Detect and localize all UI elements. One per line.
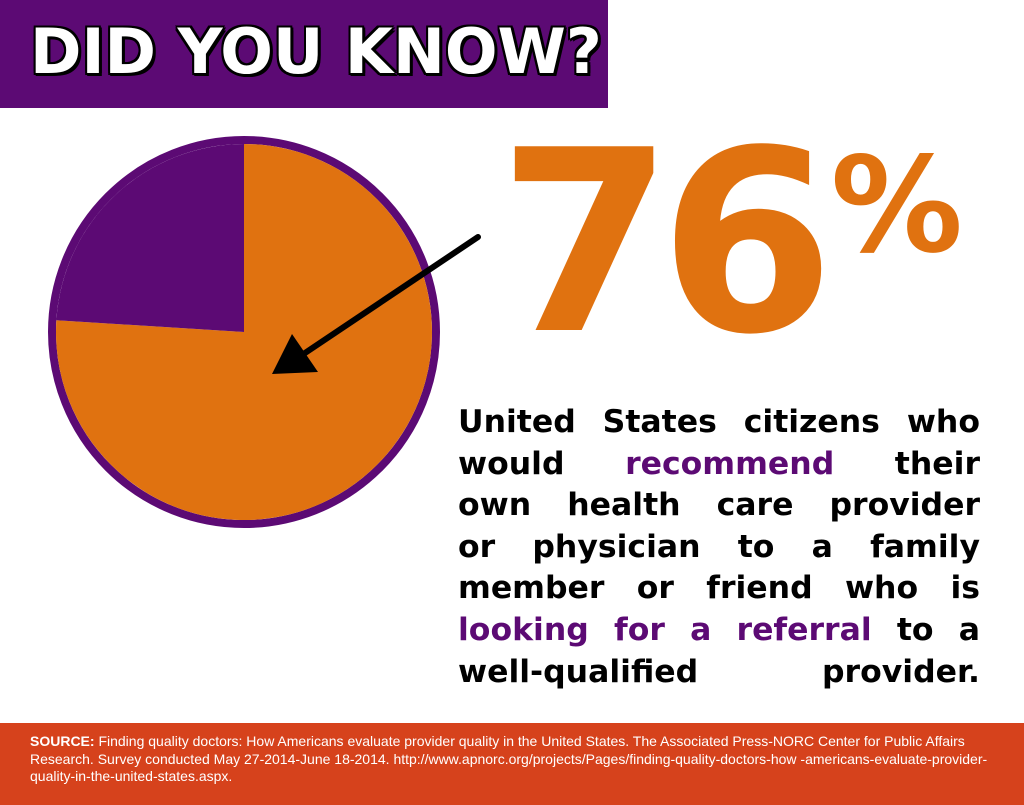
stat-value: 76 <box>498 97 835 390</box>
pie-slice-0 <box>55 144 433 520</box>
desc-line-2-post: their <box>834 445 980 482</box>
pie-outline <box>48 136 440 528</box>
header-banner <box>0 0 608 108</box>
desc-line-6-post: to a <box>871 611 980 648</box>
desc-line-4: or physician to a family <box>458 528 980 565</box>
pie-slices <box>55 144 433 520</box>
source-citation: SOURCE: Finding quality doctors: How Ame… <box>30 733 996 786</box>
source-label: SOURCE: <box>30 733 95 749</box>
desc-highlight-referral: looking for a referral <box>458 611 872 648</box>
pie-slice-1 <box>56 144 245 332</box>
stat-description: United States citizens who would recomme… <box>458 402 980 693</box>
arrow-head <box>272 334 318 374</box>
desc-highlight-recommend: recommend <box>625 445 835 482</box>
header-title: DID YOU KNOW? <box>30 15 602 88</box>
source-text: Finding quality doctors: How Americans e… <box>30 733 988 784</box>
desc-line-7: well-qualified provider. <box>458 653 980 690</box>
stat-unit: % <box>830 129 963 283</box>
desc-line-2: would recommend their <box>458 444 980 486</box>
desc-line-1: United States citizens who <box>458 404 980 440</box>
arrow-line <box>302 234 481 356</box>
big-stat: 76% <box>498 118 963 370</box>
desc-line-2-pre: would <box>458 445 626 482</box>
desc-line-6: looking for a referral to a <box>458 610 980 652</box>
desc-line-5: member or friend who is <box>458 570 980 607</box>
desc-line-3: own health care provider <box>458 487 980 524</box>
footer-bar <box>0 723 1024 805</box>
